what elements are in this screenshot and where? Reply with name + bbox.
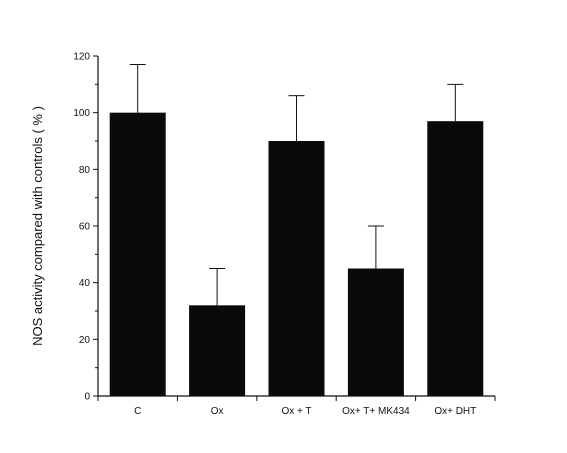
bar-0 (109, 112, 166, 397)
y-tick-label-4: 80 (79, 165, 91, 176)
y-tick-label-6: 120 (73, 52, 90, 63)
bar-3 (347, 268, 404, 396)
y-tick-label-2: 40 (79, 278, 91, 289)
x-tick-label-3: Ox+ T+ MK434 (342, 406, 410, 417)
y-tick-label-0: 0 (84, 392, 90, 403)
x-tick-label-0: C (134, 406, 141, 417)
y-ticks-group: 0 20 40 60 80 100 120 (73, 52, 98, 403)
error-bars-group (129, 64, 464, 306)
x-ticks-group: C Ox Ox + T Ox+ T+ MK434 Ox+ DHT (97, 396, 496, 417)
bars-group (109, 112, 484, 397)
bar-4 (427, 121, 484, 397)
bar-2 (268, 141, 325, 396)
x-tick-label-1: Ox (211, 406, 224, 417)
bar-1 (189, 305, 246, 396)
y-tick-label-3: 60 (79, 222, 91, 233)
y-axis-title: NOS activity compared with controls ( % … (30, 106, 45, 346)
y-tick-label-1: 20 (79, 335, 91, 346)
y-tick-label-5: 100 (73, 108, 90, 119)
x-tick-label-2: Ox + T (281, 406, 311, 417)
x-tick-label-4: Ox+ DHT (434, 406, 476, 417)
